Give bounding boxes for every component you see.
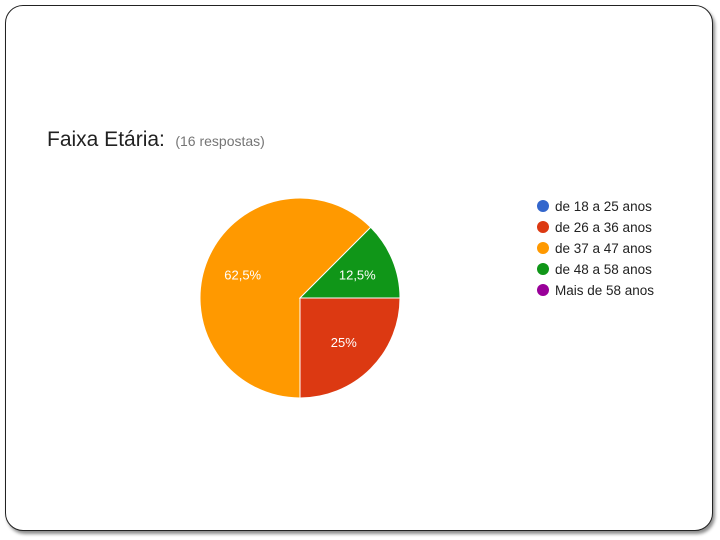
pie-data-label-2: 25% — [331, 335, 357, 350]
chart-subtitle: (16 respostas) — [175, 133, 265, 149]
pie-data-label-3: 62,5% — [224, 267, 261, 282]
legend-label-4: de 48 a 58 anos — [555, 262, 652, 277]
pie-slice-4 — [298, 226, 401, 299]
legend-swatch-5 — [537, 284, 549, 296]
legend-swatch-3 — [537, 242, 549, 254]
pie-slice-3 — [199, 197, 372, 399]
pie-data-label-4: 12,5% — [339, 267, 376, 282]
legend-swatch-2 — [537, 221, 549, 233]
pie-slices — [199, 197, 401, 399]
legend-label-5: Mais de 58 anos — [555, 283, 654, 298]
pie-slice-2 — [299, 297, 401, 399]
legend-swatch-1 — [537, 200, 549, 212]
pie-data-labels: 25% 62,5% 12,5% — [224, 267, 376, 350]
legend-label-3: de 37 a 47 anos — [555, 241, 652, 256]
chart-title-block: Faixa Etária: (16 respostas) — [47, 128, 265, 152]
legend-label-2: de 26 a 36 anos — [555, 220, 652, 235]
legend-swatch-4 — [537, 263, 549, 275]
legend-label-1: de 18 a 25 anos — [555, 199, 652, 214]
chart-title: Faixa Etária: — [47, 128, 165, 151]
chart-legend: de 18 a 25 anos de 26 a 36 anos de 37 a 47… — [537, 199, 654, 298]
